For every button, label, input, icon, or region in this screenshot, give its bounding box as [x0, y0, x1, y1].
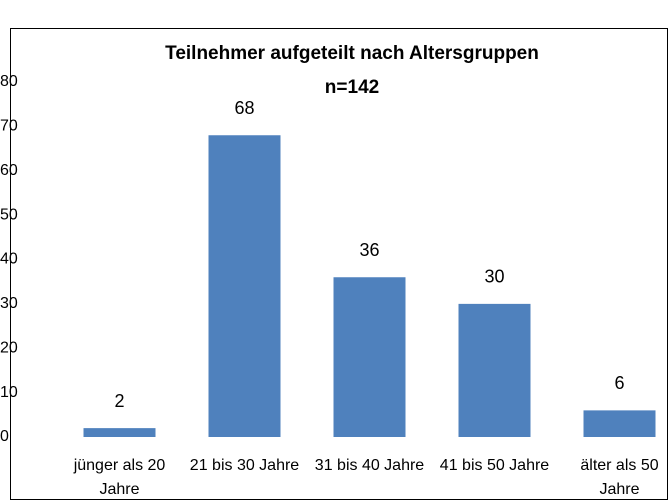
y-tick-label: 50	[0, 206, 18, 223]
bar	[583, 410, 656, 437]
data-label: 68	[234, 98, 254, 118]
bar	[208, 135, 281, 437]
chart-subtitle: n=142	[325, 77, 379, 98]
data-label: 2	[114, 391, 124, 411]
y-tick-label: 0	[0, 428, 9, 445]
y-tick-label: 40	[0, 251, 18, 268]
bar	[83, 428, 156, 437]
x-tick-label: jünger als 20 Jahre	[73, 457, 166, 498]
y-tick-label: 70	[0, 118, 18, 135]
data-label: 6	[614, 373, 624, 393]
data-label: 36	[359, 240, 379, 260]
data-label: 30	[484, 267, 504, 287]
x-tick-label: 21 bis 30 Jahre	[189, 457, 300, 474]
chart-title: Teilnehmer aufgeteilt nach Altersgruppen	[165, 43, 539, 64]
y-tick-label: 20	[0, 339, 18, 356]
x-tick-label: älter als 50 Jahre	[580, 457, 659, 498]
x-tick-label: 31 bis 40 Jahre	[314, 457, 425, 474]
bar	[458, 303, 531, 437]
y-tick-label: 30	[0, 295, 18, 312]
x-tick-label: 41 bis 50 Jahre	[439, 457, 550, 474]
y-tick-label: 60	[0, 162, 18, 179]
bar	[333, 277, 406, 437]
y-tick-label: 10	[0, 384, 18, 401]
y-tick-label: 80	[0, 73, 18, 90]
